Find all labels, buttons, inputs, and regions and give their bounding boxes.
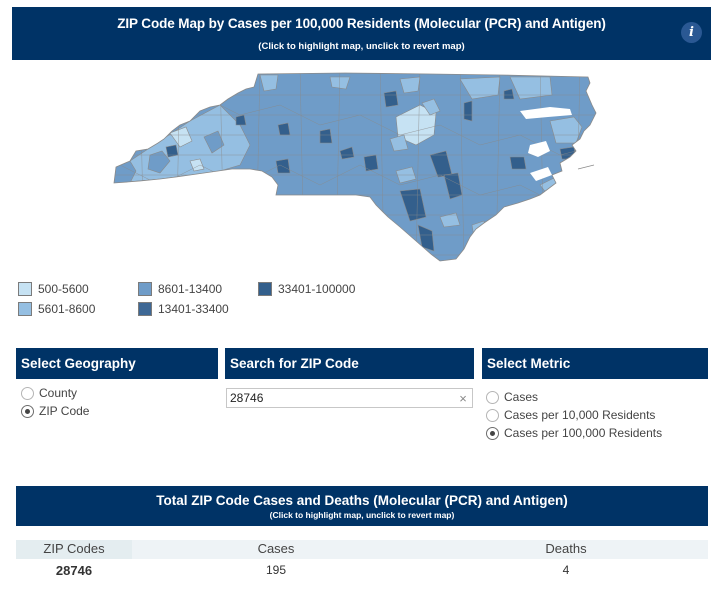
zip-search-field[interactable]: × xyxy=(226,388,473,408)
legend-item-3: 8601-13400 xyxy=(138,282,222,296)
col-header-zip: ZIP Codes xyxy=(43,541,105,556)
nc-zip-map[interactable] xyxy=(100,65,600,265)
legend-item-1: 500-5600 xyxy=(18,282,89,296)
legend-label: 500-5600 xyxy=(38,282,89,296)
col-header-deaths: Deaths xyxy=(545,541,587,556)
cell-deaths: 4 xyxy=(562,563,570,577)
info-icon[interactable]: i xyxy=(681,22,702,43)
radio-cases-per-10000[interactable]: Cases per 10,000 Residents xyxy=(486,408,655,422)
legend-swatch xyxy=(138,282,152,296)
cell-cases: 195 xyxy=(265,563,287,577)
cell-zip[interactable]: 28746 xyxy=(55,563,93,578)
totals-table-header: ZIP Codes Cases Deaths xyxy=(16,540,708,559)
search-panel-title: Search for ZIP Code xyxy=(225,348,474,379)
legend-label: 8601-13400 xyxy=(158,282,223,296)
legend-swatch xyxy=(18,282,32,296)
legend-item-2: 5601-8600 xyxy=(18,302,95,316)
legend-swatch xyxy=(138,302,152,316)
legend-item-5: 33401-100000 xyxy=(258,282,355,296)
radio-label: Cases xyxy=(504,390,539,404)
legend-label: 13401-33400 xyxy=(158,302,229,316)
radio-label: Cases per 100,000 Residents xyxy=(504,426,663,440)
radio-button[interactable] xyxy=(21,404,34,418)
zip-search-input[interactable] xyxy=(227,389,454,407)
clear-icon[interactable]: × xyxy=(459,390,467,406)
radio-label: ZIP Code xyxy=(39,404,90,418)
map-title-bar: ZIP Code Map by Cases per 100,000 Reside… xyxy=(12,7,711,60)
totals-subtitle: (Click to highlight map, unclick to reve… xyxy=(269,510,455,520)
radio-county[interactable]: County xyxy=(21,386,77,400)
legend-label: 5601-8600 xyxy=(38,302,96,316)
map-regions[interactable] xyxy=(100,65,600,265)
map-subtitle: (Click to highlight map, unclick to reve… xyxy=(258,41,465,52)
legend-swatch xyxy=(258,282,272,296)
radio-button[interactable] xyxy=(486,408,499,422)
radio-button[interactable] xyxy=(21,386,34,400)
radio-label: Cases per 10,000 Residents xyxy=(504,408,656,422)
legend-swatch xyxy=(18,302,32,316)
map-title: ZIP Code Map by Cases per 100,000 Reside… xyxy=(117,16,606,31)
radio-button[interactable] xyxy=(486,390,499,404)
radio-zip-code[interactable]: ZIP Code xyxy=(21,404,89,418)
geography-panel-title: Select Geography xyxy=(16,348,218,379)
map-legend: 500-5600 5601-8600 8601-13400 13401-3340… xyxy=(18,282,418,322)
col-header-cases: Cases xyxy=(257,541,295,556)
choropleth-map[interactable] xyxy=(100,65,600,265)
radio-label: County xyxy=(39,386,78,400)
legend-item-4: 13401-33400 xyxy=(138,302,229,316)
totals-title-bar: Total ZIP Code Cases and Deaths (Molecul… xyxy=(16,486,708,526)
radio-button[interactable] xyxy=(486,426,499,440)
radio-cases-per-100000[interactable]: Cases per 100,000 Residents xyxy=(486,426,662,440)
metric-panel-title: Select Metric xyxy=(482,348,708,379)
totals-title: Total ZIP Code Cases and Deaths (Molecul… xyxy=(156,493,568,508)
legend-label: 33401-100000 xyxy=(278,282,356,296)
radio-cases[interactable]: Cases xyxy=(486,390,538,404)
